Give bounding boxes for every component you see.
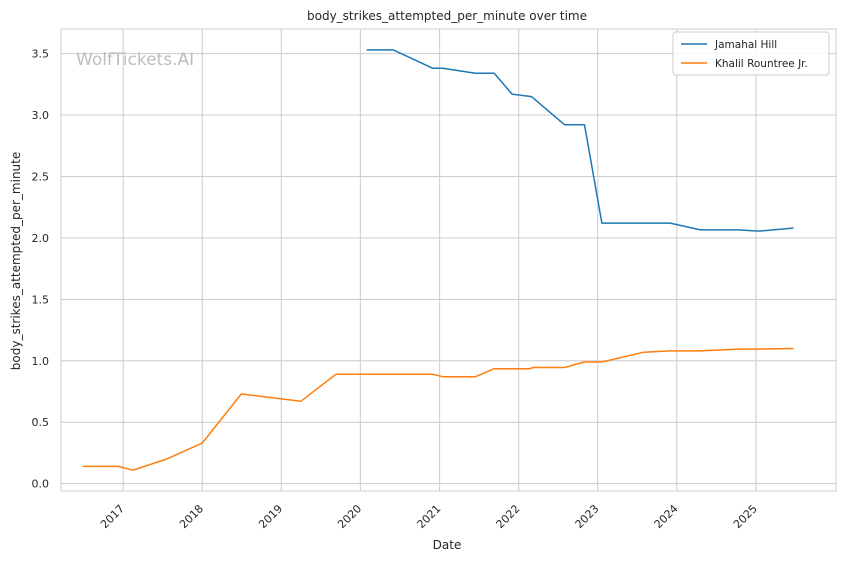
y-tick-label: 2.0 xyxy=(32,232,50,245)
legend-label-khalil-rountree-jr: Khalil Rountree Jr. xyxy=(715,58,808,70)
plot-frame xyxy=(60,28,837,492)
y-tick-label: 2.5 xyxy=(32,170,50,183)
y-tick-labels: 0.0 0.5 1.0 1.5 2.0 2.5 3.0 3.5 xyxy=(32,48,50,491)
chart-title: body_strikes_attempted_per_minute over t… xyxy=(307,9,587,23)
grid-layer xyxy=(61,29,836,491)
watermark-text: WolfTickets.AI xyxy=(76,50,194,70)
y-axis-title: body_strikes_attempted_per_minute xyxy=(9,152,23,370)
legend-label-jamahal-hill: Jamahal Hill xyxy=(714,39,777,51)
y-tick-label: 3.5 xyxy=(32,48,50,61)
y-tick-label: 3.0 xyxy=(32,109,50,122)
y-tick-label: 1.5 xyxy=(32,293,50,306)
legend-box xyxy=(672,31,830,76)
y-tick-label: 0.5 xyxy=(32,416,50,429)
legend: Jamahal Hill Khalil Rountree Jr. xyxy=(672,31,830,76)
series-layer xyxy=(82,49,794,471)
y-tick-label: 1.0 xyxy=(32,355,50,368)
y-tick-label: 0.0 xyxy=(32,478,50,491)
series-line-khalil-rountree-jr xyxy=(82,347,794,471)
x-axis-title: Date xyxy=(433,538,462,552)
series-line-jamahal-hill xyxy=(366,49,794,232)
